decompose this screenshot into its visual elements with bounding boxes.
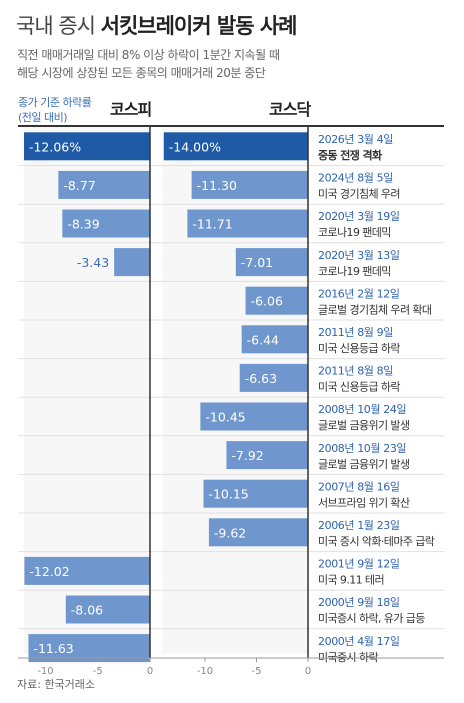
legend-line2: (전일 대비) <box>18 111 68 124</box>
value-label-kosdaq: -10.15 <box>208 487 248 502</box>
x-tick-label-kospi: -10 <box>37 666 53 677</box>
x-tick-label-kosdaq: 0 <box>305 666 311 677</box>
event-date: 2008년 10월 23일 <box>318 441 406 455</box>
x-tick-label-kosdaq: -5 <box>252 666 262 677</box>
event-desc: 코로나19 팬데믹 <box>318 226 391 239</box>
value-label-kosdaq: -7.92 <box>231 448 263 463</box>
event-date: 2000년 4월 17일 <box>318 634 400 648</box>
x-tick-label-kosdaq: -10 <box>197 666 213 677</box>
event-desc: 미국 경기침체 우려 <box>318 188 400 201</box>
value-legend: 종가 기준 하락률 (전일 대비) <box>18 95 92 125</box>
panel-label-kospi: 코스피 <box>110 100 152 119</box>
event-date: 2011년 8월 8일 <box>318 364 393 378</box>
event-desc: 글로벌 금융위기 발생 <box>318 458 409 471</box>
event-date: 2000년 9월 18일 <box>318 595 400 609</box>
value-label-kospi: -12.06% <box>29 139 81 154</box>
bar-kosdaq <box>200 402 308 431</box>
event-desc: 미국 신용등급 하락 <box>318 341 400 355</box>
bar-kosdaq <box>208 518 308 547</box>
event-date: 2020년 3월 19일 <box>318 209 400 223</box>
value-label-kosdaq: -14.00% <box>169 139 221 154</box>
chart-title: 국내 증시 서킷브레이커 발동 사례 <box>16 10 298 40</box>
value-label-kosdaq: -10.45 <box>205 410 245 425</box>
source-note: 자료: 한국거래소 <box>17 678 96 691</box>
event-date: 2026년 3월 4일 <box>318 132 393 146</box>
bar-kosdaq <box>203 479 308 508</box>
event-desc: 미국 증시 악화·테마주 급락 <box>318 535 435 548</box>
bar-kospi <box>24 556 151 585</box>
legend-line1: 종가 기준 하락률 <box>18 96 92 109</box>
panel-label-kosdaq: 코스닥 <box>269 100 311 119</box>
value-label-kospi: -8.39 <box>67 217 99 232</box>
event-date: 2007년 8월 16일 <box>318 479 400 493</box>
event-desc: 서브프라임 위기 확산 <box>318 496 410 509</box>
event-date: 2008년 10월 24일 <box>318 402 406 416</box>
title-part1: 국내 증시 <box>16 14 96 38</box>
event-desc: 미국 신용등급 하락 <box>318 380 400 394</box>
value-label-kosdaq: -11.71 <box>192 217 232 232</box>
value-label-kospi: -8.77 <box>63 178 95 193</box>
x-tick-label-kospi: 0 <box>147 666 153 677</box>
bar-kospi <box>62 209 150 238</box>
value-label-kosdaq: -7.01 <box>241 255 273 270</box>
event-desc: 글로벌 금융위기 발생 <box>318 419 409 432</box>
bar-kosdaq <box>235 248 308 277</box>
bar-kosdaq <box>241 325 308 354</box>
event-date: 2016년 2월 12일 <box>318 286 400 300</box>
event-desc: 미국 9.11 테러 <box>318 574 384 587</box>
value-label-kospi: -11.63 <box>33 641 73 656</box>
value-label-kosdaq: -6.44 <box>247 332 279 347</box>
bar-kosdaq <box>163 132 308 161</box>
subtitle-line2: 해당 시장에 상장된 모든 종목의 매매거래 20분 중단 <box>17 66 266 80</box>
event-desc: 글로벌 경기침체 우려 확대 <box>318 303 431 316</box>
value-label-kospi: -12.02 <box>29 564 69 579</box>
event-date: 2011년 8월 9일 <box>318 325 393 339</box>
event-date: 2020년 3월 13일 <box>318 248 400 262</box>
value-label-kosdaq: -6.63 <box>245 371 277 386</box>
subtitle-line1: 직전 매매거래일 대비 8% 이상 하락이 1분간 지속될 때 <box>17 48 280 62</box>
bar-kosdaq <box>191 170 308 199</box>
value-label-kospi: -3.43 <box>77 255 109 270</box>
header-rule <box>18 125 444 127</box>
x-tick-label-kospi: -5 <box>93 666 103 677</box>
event-desc: 미국증시 하락, 유가 급등 <box>318 611 425 625</box>
bar-kosdaq <box>245 286 308 315</box>
title-part2: 서킷브레이커 발동 사례 <box>100 14 298 38</box>
bar-kospi <box>114 248 150 277</box>
event-desc: 미국증시 하락 <box>318 650 378 664</box>
event-date: 2006년 1월 23일 <box>318 518 400 532</box>
bar-kospi <box>65 595 150 624</box>
bar-kospi <box>28 634 150 663</box>
event-date: 2001년 9월 12일 <box>318 557 400 571</box>
value-label-kosdaq: -6.06 <box>251 294 283 309</box>
bar-kospi <box>23 132 150 161</box>
bar-kosdaq <box>239 363 308 392</box>
event-desc: 중동 전쟁 격화 <box>318 148 382 162</box>
value-label-kosdaq: -9.62 <box>214 525 246 540</box>
bar-kosdaq <box>187 209 308 238</box>
value-label-kospi: -8.06 <box>71 603 103 618</box>
bar-kospi <box>58 170 150 199</box>
value-label-kosdaq: -11.30 <box>197 178 237 193</box>
event-date: 2024년 8월 5일 <box>318 171 393 185</box>
event-desc: 코로나19 팬데믹 <box>318 265 391 278</box>
bar-kosdaq <box>226 441 308 470</box>
